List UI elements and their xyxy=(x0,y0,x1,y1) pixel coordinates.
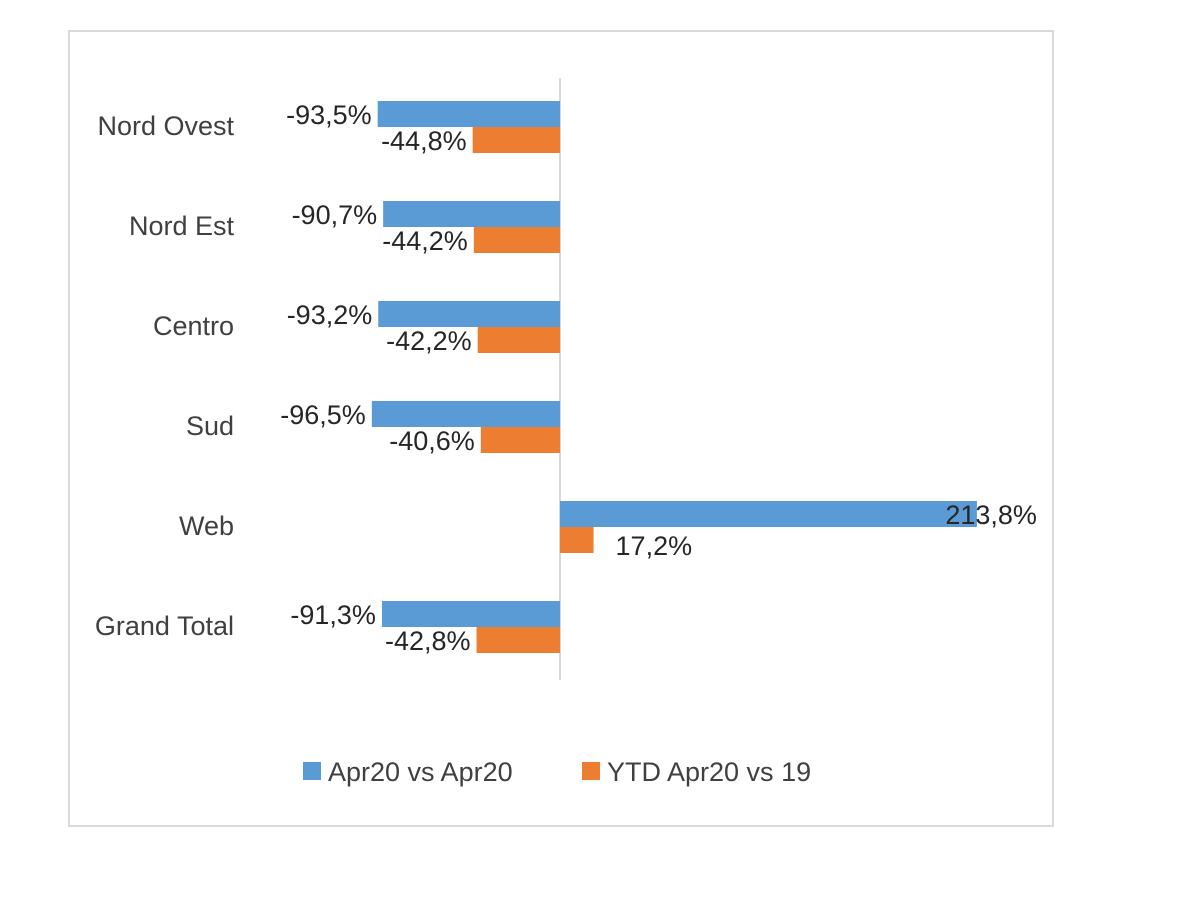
bar xyxy=(560,527,594,553)
data-label: -93,2% xyxy=(287,300,373,330)
data-label: -42,8% xyxy=(385,626,471,656)
bar xyxy=(381,601,560,627)
bar xyxy=(472,127,560,153)
category-label: Sud xyxy=(186,411,234,441)
category-label: Centro xyxy=(153,311,234,341)
bar xyxy=(377,101,560,127)
category-label: Grand Total xyxy=(95,611,234,641)
legend-label: YTD Apr20 vs 19 xyxy=(607,757,811,787)
data-label: -44,8% xyxy=(381,126,467,156)
bar xyxy=(560,501,977,527)
data-label: -42,2% xyxy=(386,326,472,356)
data-label: -44,2% xyxy=(382,226,468,256)
bar xyxy=(383,201,560,227)
bar xyxy=(477,327,560,353)
data-label: -93,5% xyxy=(286,100,372,130)
bar xyxy=(480,427,560,453)
bar xyxy=(473,227,560,253)
legend-swatch xyxy=(582,762,600,780)
legend-swatch xyxy=(303,762,321,780)
category-label: Web xyxy=(179,511,234,541)
legend-label: Apr20 vs Apr20 xyxy=(328,757,513,787)
category-label: Nord Ovest xyxy=(97,111,234,141)
data-label: -40,6% xyxy=(389,426,475,456)
data-label: -90,7% xyxy=(292,200,378,230)
category-label: Nord Est xyxy=(129,211,235,241)
data-label: -96,5% xyxy=(280,400,366,430)
data-label: -91,3% xyxy=(290,600,376,630)
data-label: 213,8% xyxy=(945,500,1037,530)
bar xyxy=(476,627,560,653)
data-label: 17,2% xyxy=(616,531,693,561)
bar xyxy=(371,401,560,427)
bar xyxy=(378,301,560,327)
